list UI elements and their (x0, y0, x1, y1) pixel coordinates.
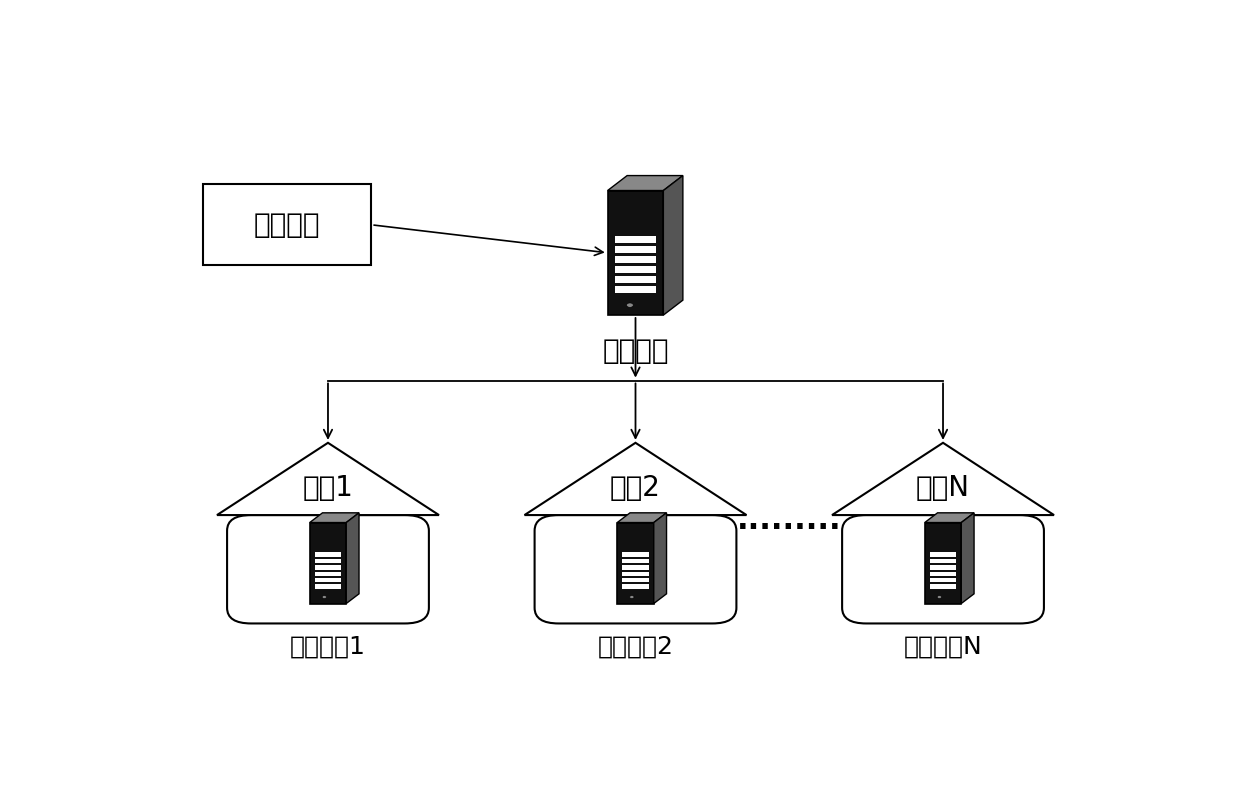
Bar (315, 552, 341, 557)
Circle shape (322, 595, 326, 599)
Polygon shape (653, 513, 667, 604)
FancyBboxPatch shape (227, 515, 429, 624)
Polygon shape (925, 513, 975, 523)
Text: 控制节点: 控制节点 (603, 337, 668, 365)
Bar (315, 565, 341, 570)
Bar (930, 584, 956, 589)
Bar (930, 578, 956, 582)
Bar (618, 523, 653, 604)
Polygon shape (346, 513, 360, 604)
Text: 计算节点N: 计算节点N (904, 635, 982, 659)
Text: 计算节点1: 计算节点1 (290, 635, 366, 659)
Bar (615, 236, 656, 243)
Polygon shape (525, 443, 746, 515)
Bar (310, 523, 346, 604)
Bar (622, 571, 649, 576)
Text: 计算节点2: 计算节点2 (598, 635, 673, 659)
Polygon shape (618, 513, 667, 523)
Bar (930, 565, 956, 570)
Bar (608, 191, 663, 316)
Bar (930, 552, 956, 557)
FancyBboxPatch shape (534, 515, 737, 624)
Bar (622, 578, 649, 582)
Text: 用户N: 用户N (916, 473, 970, 502)
Bar (615, 246, 656, 253)
Bar (615, 256, 656, 263)
Bar (315, 584, 341, 589)
Bar (622, 552, 649, 557)
Bar (615, 276, 656, 282)
Polygon shape (961, 513, 975, 604)
Circle shape (626, 303, 634, 307)
Text: .........: ......... (737, 506, 842, 536)
Polygon shape (832, 443, 1054, 515)
Bar (930, 571, 956, 576)
FancyBboxPatch shape (842, 515, 1044, 624)
Bar (203, 184, 371, 265)
Bar (622, 584, 649, 589)
Circle shape (937, 595, 941, 599)
Bar (315, 571, 341, 576)
Bar (622, 565, 649, 570)
Polygon shape (310, 513, 360, 523)
Bar (615, 286, 656, 293)
Bar (622, 558, 649, 563)
Polygon shape (608, 176, 683, 191)
Bar (930, 558, 956, 563)
Text: 用户2: 用户2 (610, 473, 661, 502)
Bar (315, 578, 341, 582)
Circle shape (630, 595, 634, 599)
Bar (925, 523, 961, 604)
Bar (315, 558, 341, 563)
Text: 用户1: 用户1 (303, 473, 353, 502)
Polygon shape (663, 176, 683, 316)
Text: 任务请求: 任务请求 (254, 211, 320, 239)
Bar (615, 266, 656, 273)
Polygon shape (217, 443, 439, 515)
